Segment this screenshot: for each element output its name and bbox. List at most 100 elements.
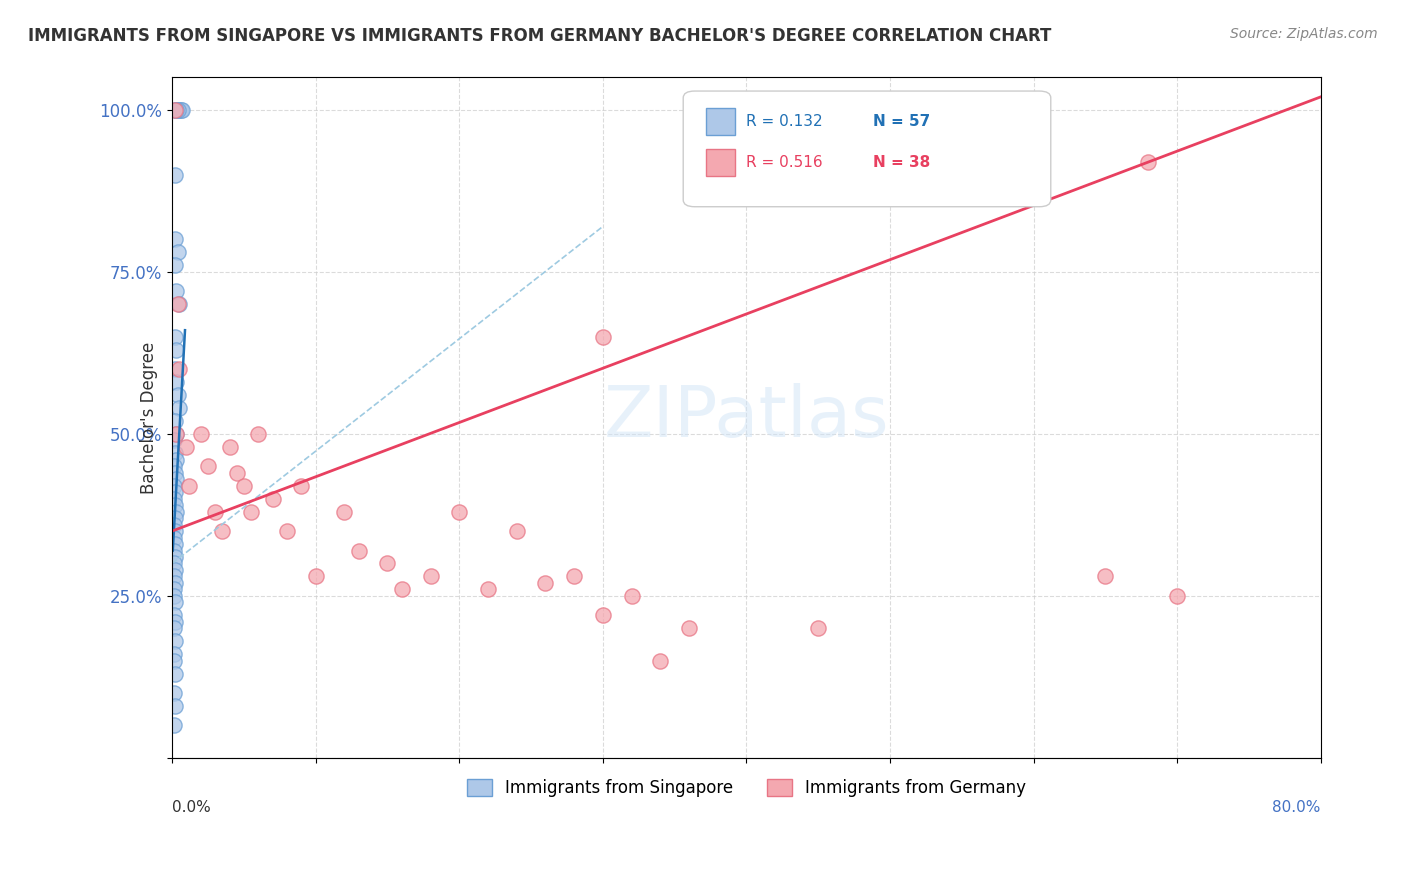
Point	[162, 621, 184, 635]
Point	[232, 479, 254, 493]
Point	[163, 446, 186, 460]
Point	[166, 103, 188, 117]
Point	[1166, 589, 1188, 603]
Point	[163, 524, 186, 538]
Point	[620, 589, 643, 603]
Point	[163, 575, 186, 590]
Point	[167, 103, 190, 117]
Point	[162, 517, 184, 532]
Point	[165, 472, 187, 486]
Point	[163, 511, 186, 525]
Text: Source: ZipAtlas.com: Source: ZipAtlas.com	[1230, 27, 1378, 41]
Text: 80.0%: 80.0%	[1272, 799, 1320, 814]
Point	[165, 375, 187, 389]
Point	[162, 569, 184, 583]
Point	[172, 103, 194, 117]
Point	[391, 582, 413, 597]
Text: ZIPatlas: ZIPatlas	[603, 384, 889, 452]
Point	[163, 329, 186, 343]
Point	[163, 549, 186, 564]
Point	[165, 505, 187, 519]
Point	[163, 232, 186, 246]
Point	[163, 168, 186, 182]
Point	[170, 103, 193, 117]
Point	[162, 479, 184, 493]
Point	[218, 440, 240, 454]
Point	[163, 362, 186, 376]
Text: IMMIGRANTS FROM SINGAPORE VS IMMIGRANTS FROM GERMANY BACHELOR'S DEGREE CORRELATI: IMMIGRANTS FROM SINGAPORE VS IMMIGRANTS …	[28, 27, 1052, 45]
Point	[167, 362, 190, 376]
Point	[534, 575, 557, 590]
Text: N = 38: N = 38	[873, 155, 929, 170]
Y-axis label: Bachelor's Degree: Bachelor's Degree	[141, 342, 159, 494]
Point	[163, 485, 186, 500]
Point	[165, 452, 187, 467]
Point	[562, 569, 585, 583]
Point	[197, 459, 219, 474]
Point	[163, 666, 186, 681]
Point	[290, 479, 312, 493]
Point	[162, 589, 184, 603]
Point	[165, 285, 187, 299]
Point	[377, 557, 399, 571]
Point	[163, 259, 186, 273]
Point	[162, 459, 184, 474]
Point	[162, 557, 184, 571]
Point	[190, 426, 212, 441]
Point	[305, 569, 328, 583]
Point	[211, 524, 233, 538]
Point	[333, 505, 356, 519]
Point	[163, 699, 186, 714]
Point	[165, 103, 187, 117]
Point	[163, 103, 186, 117]
Text: R = 0.516: R = 0.516	[747, 155, 823, 170]
Point	[592, 608, 614, 623]
Point	[807, 621, 830, 635]
Point	[176, 440, 198, 454]
Point	[162, 491, 184, 506]
Point	[163, 414, 186, 428]
Point	[179, 479, 201, 493]
Point	[166, 245, 188, 260]
Point	[650, 654, 672, 668]
Point	[162, 608, 184, 623]
Point	[163, 537, 186, 551]
Point	[162, 686, 184, 700]
Point	[276, 524, 298, 538]
Text: N = 57: N = 57	[873, 114, 929, 129]
Point	[163, 595, 186, 609]
Point	[162, 654, 184, 668]
Text: R = 0.132: R = 0.132	[747, 114, 823, 129]
Point	[167, 297, 190, 311]
Point	[163, 634, 186, 648]
Point	[505, 524, 527, 538]
Point	[477, 582, 499, 597]
Point	[165, 343, 187, 357]
Point	[262, 491, 284, 506]
Point	[678, 621, 700, 635]
Point	[165, 426, 187, 441]
Point	[162, 582, 184, 597]
Point	[166, 388, 188, 402]
Bar	[706, 108, 735, 136]
Point	[162, 531, 184, 545]
Point	[592, 329, 614, 343]
Point	[163, 103, 186, 117]
Point	[1137, 154, 1160, 169]
Point	[163, 498, 186, 512]
Point	[225, 466, 247, 480]
Point	[165, 103, 187, 117]
Point	[449, 505, 471, 519]
Point	[163, 563, 186, 577]
Point	[165, 426, 187, 441]
Point	[247, 426, 270, 441]
Point	[162, 647, 184, 661]
Point	[419, 569, 441, 583]
Point	[1094, 569, 1116, 583]
Point	[162, 543, 184, 558]
Point	[204, 505, 226, 519]
Point	[162, 718, 184, 732]
Legend: Immigrants from Singapore, Immigrants from Germany: Immigrants from Singapore, Immigrants fr…	[460, 772, 1032, 804]
Point	[162, 434, 184, 448]
Point	[347, 543, 370, 558]
